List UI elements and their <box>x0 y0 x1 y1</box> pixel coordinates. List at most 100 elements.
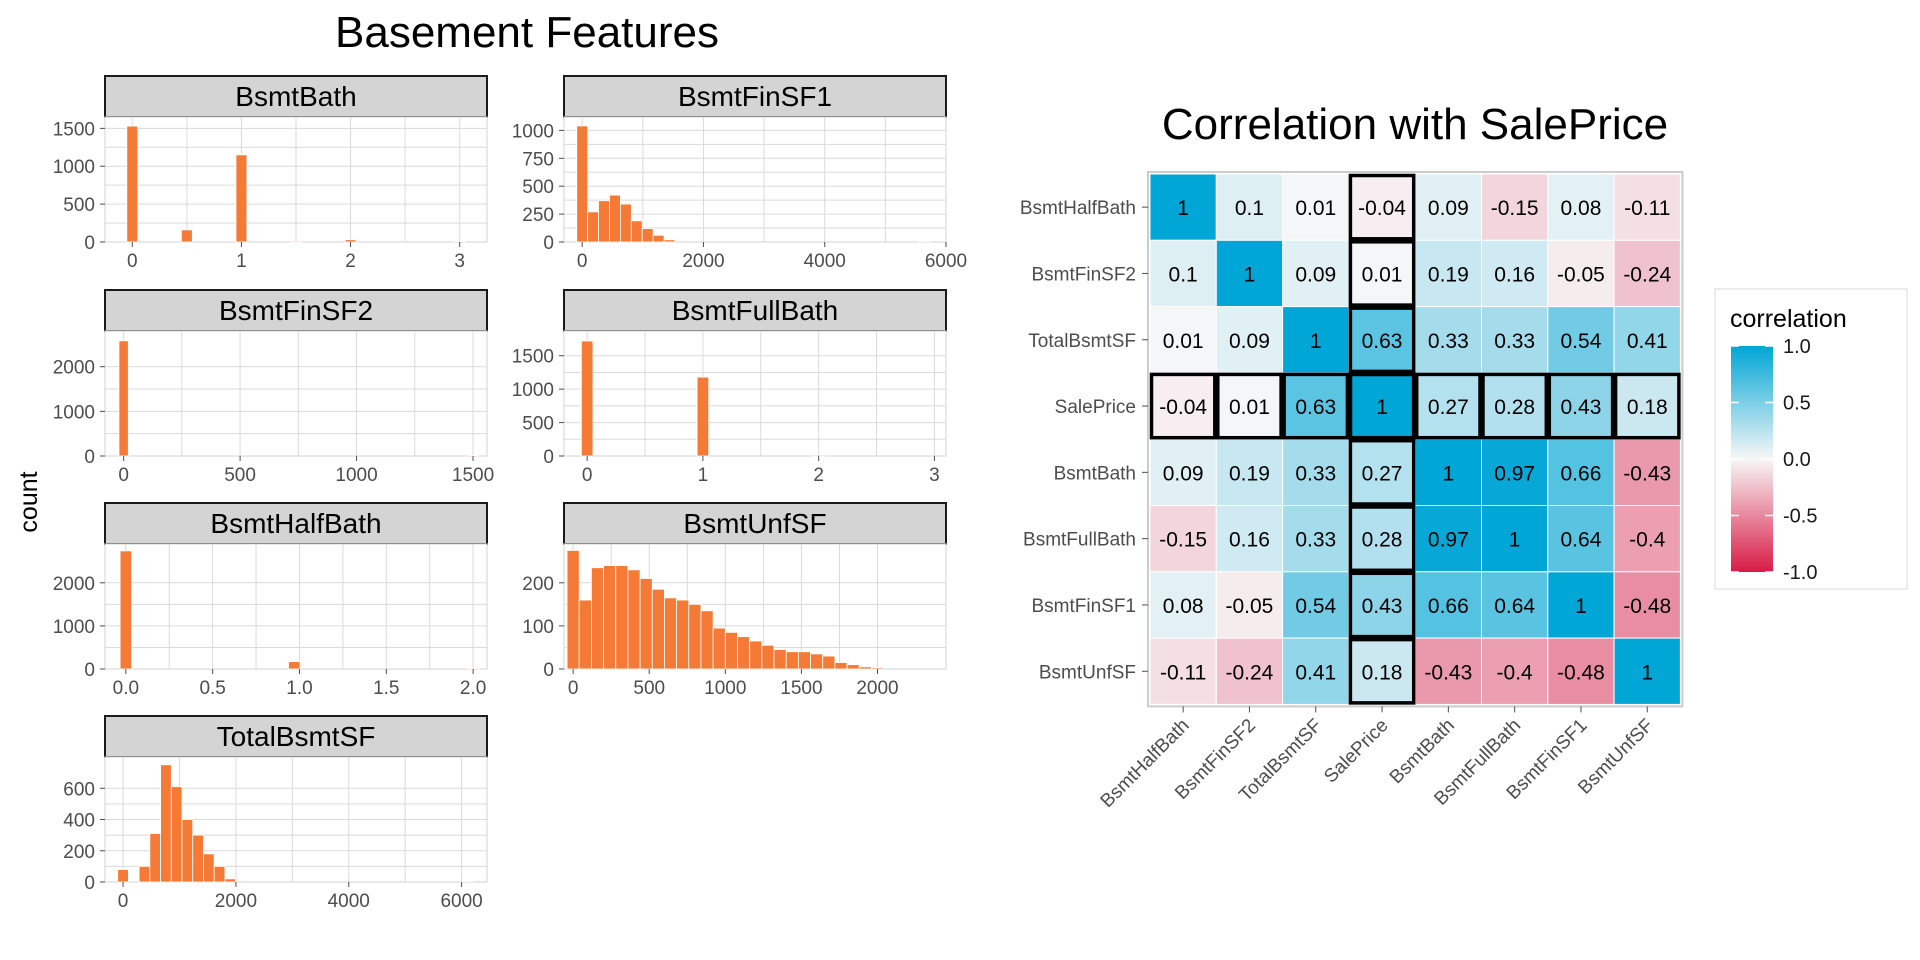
histogram-bar <box>603 565 617 670</box>
heatmap-cell-label: -0.05 <box>1557 263 1605 286</box>
histogram-bar <box>651 588 665 670</box>
highlight-outline <box>1348 240 1416 307</box>
legend-tick-label: 1.0 <box>1783 336 1811 358</box>
heatmap-cell-label: 0.09 <box>1428 197 1469 220</box>
histogram-bar <box>576 125 589 243</box>
highlight-outline <box>1414 372 1482 440</box>
y-tick-label: 0 <box>84 873 95 894</box>
heatmap-cell-label: 0.09 <box>1163 462 1204 485</box>
heatmap-cell <box>1149 239 1217 308</box>
histogram-bar <box>627 569 641 670</box>
correlation-heatmap: 1 0.1 0.01 -0.04 0.09 -0.15 0.08 -0.11 0.1 1 0.09 0… <box>1020 171 1684 812</box>
heatmap-cell <box>1282 306 1350 374</box>
y-tick-label: 500 <box>522 414 554 435</box>
heatmap-cell <box>1414 306 1482 374</box>
y-tick-label: 2000 <box>53 574 95 595</box>
heatmap-cell-label: 0.54 <box>1561 330 1602 353</box>
y-tick-label: 500 <box>63 195 95 216</box>
highlight-outline <box>1149 372 1217 440</box>
heatmap-cell-label: -0.4 <box>1497 661 1534 684</box>
x-tick-label: 3 <box>454 251 465 272</box>
highlight-outline <box>1613 372 1681 440</box>
facet-strip-label: BsmtFinSF1 <box>678 81 832 112</box>
facet-BsmtFinSF2: BsmtFinSF2 0 500 1000 1500 0 1000 2000 <box>53 289 494 486</box>
heatmap-cell-label: -0.43 <box>1424 661 1472 684</box>
heatmap-cell-label: -0.05 <box>1226 595 1274 618</box>
y-tick-label: 1000 <box>512 380 554 401</box>
heatmap-cell-label: 0.33 <box>1295 529 1336 552</box>
y-tick-label: 0 <box>84 233 95 254</box>
heatmap-cell <box>1348 571 1416 639</box>
heatmap-cell-label: -0.24 <box>1226 661 1274 684</box>
highlight-outline <box>1216 372 1283 440</box>
heatmap-cell <box>1481 306 1549 374</box>
heatmap-cell-label: -0.15 <box>1491 197 1539 220</box>
facet-strip-label: BsmtBath <box>235 81 356 112</box>
histogram-bar <box>118 340 129 457</box>
heatmap-cell <box>1149 173 1217 241</box>
y-tick-label: 0 <box>543 447 554 468</box>
histogram-bar <box>138 865 151 883</box>
heatmap-cell-label: 0.33 <box>1295 462 1336 485</box>
heatmap-cell <box>1282 438 1350 507</box>
heatmap-cell <box>1547 173 1615 241</box>
heatmap-cell-label: 0.97 <box>1494 462 1535 485</box>
facet-strip <box>563 289 947 332</box>
heatmap-cell-label: 1 <box>1376 396 1388 419</box>
heatmap-cell-label: -0.04 <box>1358 197 1406 220</box>
y-axis-title: count <box>15 471 43 532</box>
heatmap-column-label: SalePrice <box>1320 715 1392 787</box>
heatmap-cell-label: 0.19 <box>1229 462 1270 485</box>
facet-grid <box>564 117 946 242</box>
y-tick-label: 0 <box>543 660 554 681</box>
heatmap-cell <box>1613 173 1681 241</box>
histogram-bar <box>590 567 604 670</box>
heatmap-cell-label: -0.11 <box>1624 197 1670 220</box>
y-tick-label: 200 <box>522 574 554 595</box>
heatmap-cell <box>1613 571 1681 639</box>
histogram-bars <box>566 550 885 670</box>
heatmap-row-label: SalePrice <box>1055 397 1136 418</box>
heatmap-row-label: TotalBsmtSF <box>1028 331 1136 352</box>
heatmap-cell-label: 0.01 <box>1362 263 1403 286</box>
histogram-bar <box>615 565 629 670</box>
histogram-bar <box>578 599 592 670</box>
legend-tick-label: -0.5 <box>1783 506 1817 528</box>
facet-BsmtFullBath: BsmtFullBath 0 1 2 3 0 500 1000 1500 <box>512 289 947 486</box>
x-tick-label: 500 <box>633 678 665 699</box>
heatmap-cell-label: 0.63 <box>1295 396 1336 419</box>
heatmap-cell <box>1414 239 1482 308</box>
heatmap-cell <box>1149 505 1217 573</box>
heatmap-cell-label: 1 <box>1310 330 1322 353</box>
heatmap-row-label: BsmtFinSF2 <box>1031 264 1136 285</box>
legend-tick-label: 0.0 <box>1783 449 1811 471</box>
heatmap-row-label: BsmtBath <box>1054 463 1136 484</box>
histogram-bar <box>749 640 763 670</box>
heatmap-cell <box>1348 173 1416 241</box>
heatmap-cell <box>1481 505 1549 573</box>
y-tick-label: 400 <box>63 811 95 832</box>
facet-strip-label: BsmtFinSF2 <box>219 295 373 326</box>
heatmap-cell-label: 0.43 <box>1362 595 1403 618</box>
heatmap-cell <box>1149 372 1217 440</box>
heatmap-cell-label: 0.09 <box>1229 330 1270 353</box>
x-tick-label: 1500 <box>780 678 822 699</box>
histogram-bars <box>117 764 474 884</box>
highlight-outlines <box>1149 173 1681 705</box>
facet-BsmtBath: BsmtBath 0 1 2 3 0 500 1000 1500 <box>53 75 488 272</box>
heatmap-cell-label: 0.08 <box>1561 197 1602 220</box>
y-tick-label: 200 <box>63 842 95 863</box>
histogram-bar <box>737 636 751 670</box>
heatmap-cell-label: 0.66 <box>1428 595 1469 618</box>
heatmap-cell-label: 0.01 <box>1295 197 1336 220</box>
y-tick-label: 750 <box>522 149 554 170</box>
histogram-bar <box>224 878 237 883</box>
heatmap-cell-label: 0.41 <box>1295 661 1336 684</box>
heatmap-cell-label: 0.1 <box>1235 197 1264 220</box>
histogram-bars <box>576 125 931 244</box>
x-tick-label: 0.5 <box>199 678 225 699</box>
x-tick-label: 0 <box>127 251 138 272</box>
y-tick-label: 250 <box>522 205 554 226</box>
heatmap-cell <box>1613 372 1681 440</box>
left-figure-title: Basement Features <box>335 8 719 57</box>
